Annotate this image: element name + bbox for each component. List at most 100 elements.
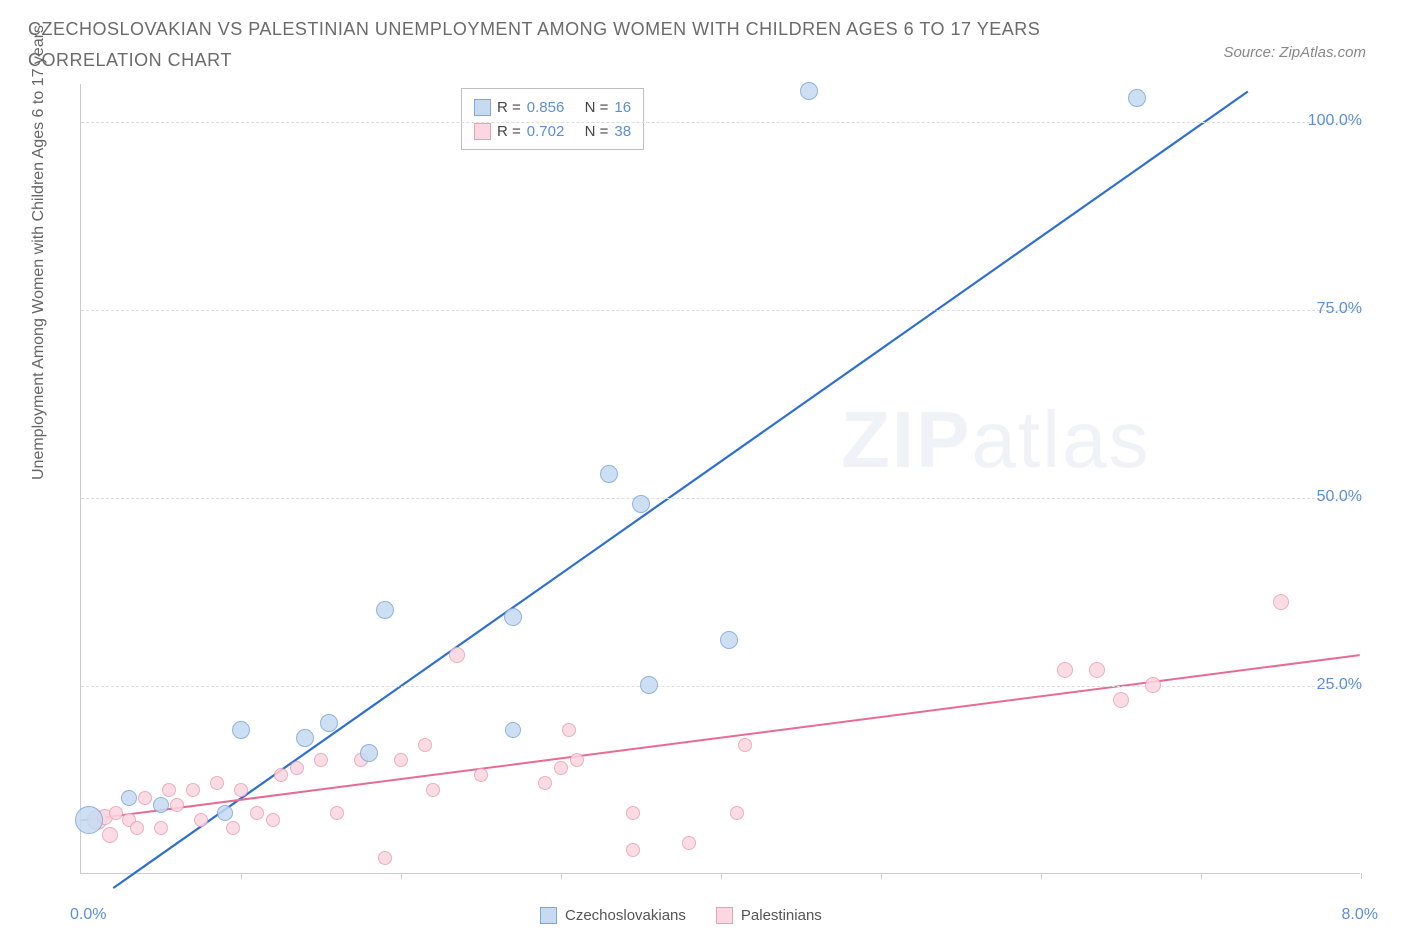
marker-pal: [538, 776, 552, 790]
marker-czech: [505, 722, 521, 738]
marker-pal: [154, 821, 168, 835]
marker-pal: [186, 783, 200, 797]
gridline: [81, 498, 1360, 499]
r-label: R =: [497, 99, 521, 116]
y-tick-label: 50.0%: [1317, 488, 1362, 506]
regression-lines-svg: [81, 84, 1360, 873]
legend-item-pal: Palestinians: [716, 907, 822, 924]
marker-czech: [504, 608, 522, 626]
y-tick-label: 75.0%: [1317, 300, 1362, 318]
n-value-pal: 38: [614, 123, 631, 140]
marker-czech: [600, 465, 618, 483]
stats-legend: R = 0.856 N = 16 R = 0.702 N = 38: [461, 88, 644, 150]
marker-pal: [234, 783, 248, 797]
marker-pal: [426, 783, 440, 797]
marker-pal: [1057, 662, 1073, 678]
n-label: N =: [585, 99, 609, 116]
marker-pal: [102, 827, 118, 843]
marker-pal: [274, 768, 288, 782]
gridline: [81, 310, 1360, 311]
swatch-czech-icon: [540, 907, 557, 924]
marker-pal: [314, 753, 328, 767]
swatch-pal-icon: [716, 907, 733, 924]
x-tick: [721, 873, 722, 879]
marker-pal: [1113, 692, 1129, 708]
marker-pal: [109, 806, 123, 820]
marker-pal: [194, 813, 208, 827]
marker-czech: [75, 806, 103, 834]
gridline: [81, 686, 1360, 687]
marker-pal: [162, 783, 176, 797]
x-axis-min-label: 0.0%: [70, 906, 106, 924]
legend-label-pal: Palestinians: [741, 907, 822, 924]
x-tick: [1201, 873, 1202, 879]
marker-czech: [632, 495, 650, 513]
y-tick-label: 25.0%: [1317, 676, 1362, 694]
marker-pal: [170, 798, 184, 812]
r-value-pal: 0.702: [527, 123, 565, 140]
marker-pal: [130, 821, 144, 835]
marker-pal: [474, 768, 488, 782]
r-value-czech: 0.856: [527, 99, 565, 116]
source-attribution: Source: ZipAtlas.com: [1223, 44, 1366, 61]
marker-pal: [418, 738, 432, 752]
marker-pal: [266, 813, 280, 827]
x-tick: [1361, 873, 1362, 879]
swatch-pal: [474, 123, 491, 140]
marker-czech: [217, 805, 233, 821]
marker-czech: [720, 631, 738, 649]
watermark-zip: ZIP: [841, 395, 971, 484]
legend-label-czech: Czechoslovakians: [565, 907, 686, 924]
marker-czech: [800, 82, 818, 100]
x-tick: [881, 873, 882, 879]
stats-row-czech: R = 0.856 N = 16: [474, 95, 631, 119]
marker-pal: [730, 806, 744, 820]
marker-czech: [296, 729, 314, 747]
marker-czech: [320, 714, 338, 732]
marker-pal: [1273, 594, 1289, 610]
watermark: ZIPatlas: [841, 394, 1150, 486]
r-label: R =: [497, 123, 521, 140]
x-tick: [1041, 873, 1042, 879]
marker-pal: [570, 753, 584, 767]
n-value-czech: 16: [614, 99, 631, 116]
marker-pal: [226, 821, 240, 835]
marker-czech: [640, 676, 658, 694]
series-legend: Czechoslovakians Palestinians: [540, 907, 822, 924]
marker-pal: [250, 806, 264, 820]
marker-pal: [682, 836, 696, 850]
regression-line: [81, 655, 1359, 820]
y-axis-label: Unemployment Among Women with Children A…: [30, 25, 48, 480]
chart-title: CZECHOSLOVAKIAN VS PALESTINIAN UNEMPLOYM…: [28, 14, 1088, 75]
x-tick: [241, 873, 242, 879]
marker-pal: [1145, 677, 1161, 693]
marker-pal: [210, 776, 224, 790]
x-tick: [401, 873, 402, 879]
marker-pal: [394, 753, 408, 767]
marker-czech: [376, 601, 394, 619]
x-tick: [561, 873, 562, 879]
y-tick-label: 100.0%: [1308, 112, 1362, 130]
marker-czech: [1128, 89, 1146, 107]
x-axis-max-label: 8.0%: [1342, 906, 1378, 924]
marker-czech: [360, 744, 378, 762]
marker-pal: [330, 806, 344, 820]
marker-pal: [738, 738, 752, 752]
marker-pal: [378, 851, 392, 865]
marker-czech: [232, 721, 250, 739]
marker-pal: [290, 761, 304, 775]
n-label: N =: [585, 123, 609, 140]
watermark-atlas: atlas: [971, 395, 1150, 484]
marker-pal: [626, 843, 640, 857]
marker-czech: [121, 790, 137, 806]
marker-pal: [562, 723, 576, 737]
legend-item-czech: Czechoslovakians: [540, 907, 686, 924]
marker-czech: [153, 797, 169, 813]
marker-pal: [554, 761, 568, 775]
gridline: [81, 122, 1360, 123]
plot-area: ZIPatlas R = 0.856 N = 16 R = 0.702 N = …: [80, 84, 1360, 874]
marker-pal: [1089, 662, 1105, 678]
marker-pal: [449, 647, 465, 663]
marker-pal: [626, 806, 640, 820]
marker-pal: [138, 791, 152, 805]
